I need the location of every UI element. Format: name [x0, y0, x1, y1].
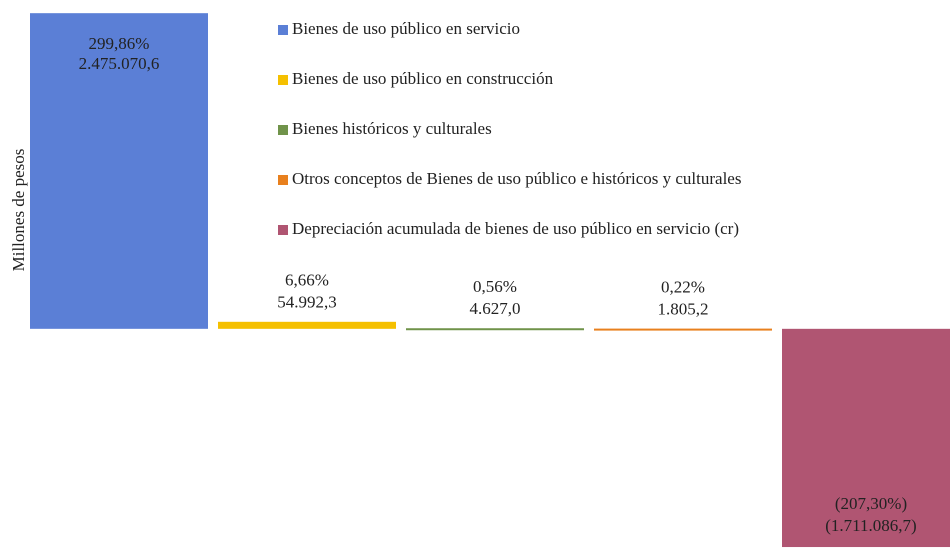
value-label: (1.711.086,7): [825, 516, 916, 535]
percent-label: 0,56%: [473, 277, 517, 296]
percent-label: 299,86%: [89, 34, 150, 53]
legend-swatch: [278, 25, 288, 35]
legend-swatch: [278, 225, 288, 235]
y-axis-label: Millones de pesos: [9, 149, 28, 272]
legend-label: Bienes de uso público en construcción: [292, 69, 554, 88]
legend-swatch: [278, 175, 288, 185]
bar: [782, 328, 950, 548]
bar: [594, 328, 772, 331]
legend-swatch: [278, 75, 288, 85]
legend-label: Bienes de uso público en servicio: [292, 19, 520, 38]
bar: [218, 321, 396, 329]
value-label: 4.627,0: [470, 299, 521, 318]
legend-label: Otros conceptos de Bienes de uso público…: [292, 169, 741, 188]
legend-label: Bienes históricos y culturales: [292, 119, 492, 138]
value-label: 2.475.070,6: [79, 54, 160, 73]
percent-label: (207,30%): [835, 494, 907, 513]
percent-label: 6,66%: [285, 271, 329, 290]
legend-swatch: [278, 125, 288, 135]
bar: [406, 328, 584, 331]
value-label: 54.992,3: [277, 293, 337, 312]
bar: [30, 13, 208, 329]
value-label: 1.805,2: [658, 299, 709, 318]
legend-label: Depreciación acumulada de bienes de uso …: [292, 219, 739, 238]
percent-label: 0,22%: [661, 277, 705, 296]
